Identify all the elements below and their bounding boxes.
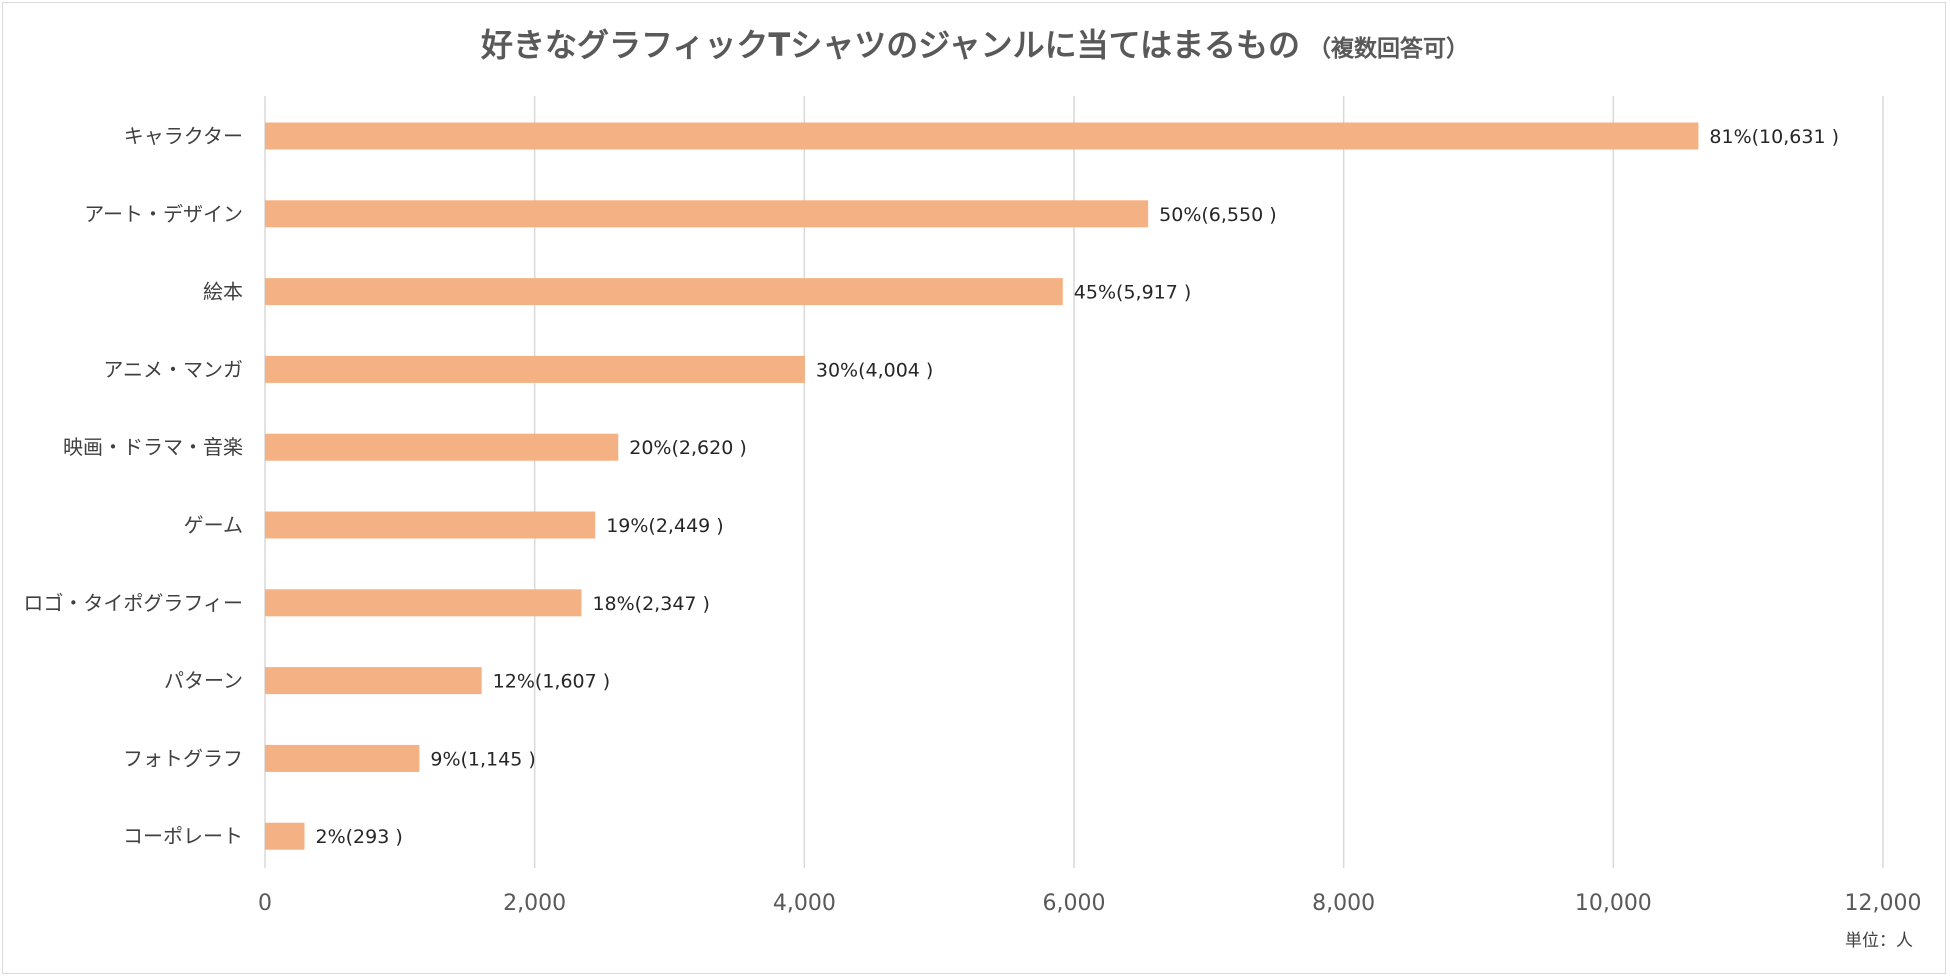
data-labels: 81%(10,631 ) 50%(6,550 ) 45%(5,917 ) 30%(4,…	[316, 126, 1839, 848]
chart-title-sub: （複数回答可）	[1308, 35, 1469, 62]
x-tick-label: 12,000	[1845, 891, 1922, 916]
category-label: ゲーム	[184, 513, 243, 537]
bar	[265, 589, 582, 617]
x-tick-label: 4,000	[773, 891, 836, 916]
category-label: アート・デザイン	[84, 202, 243, 226]
category-label: コーポレート	[123, 824, 243, 848]
category-label: 絵本	[203, 280, 243, 304]
data-label: 12%(1,607 )	[493, 671, 610, 693]
data-label: 20%(2,620 )	[629, 437, 747, 459]
bar	[265, 355, 805, 383]
x-tick-label: 2,000	[503, 891, 566, 916]
bar	[265, 278, 1063, 306]
bar	[265, 200, 1149, 228]
bar	[265, 511, 596, 539]
bar	[265, 822, 305, 850]
chart-title-main: 好きなグラフィックTシャツのジャンルに当てはまるもの	[480, 26, 1300, 64]
data-label: 9%(1,145 )	[430, 748, 535, 770]
x-tick-label: 0	[258, 891, 272, 916]
x-tick-label: 6,000	[1043, 891, 1106, 916]
x-axis-tick-labels: 0 2,000 4,000 6,000 8,000 10,000 12,000	[258, 891, 1921, 916]
bar	[265, 744, 420, 772]
bars	[265, 122, 1699, 850]
category-labels: キャラクターアート・デザイン絵本アニメ・マンガ映画・ドラマ・音楽ゲームロゴ・タイ…	[23, 124, 243, 848]
x-tick-label: 10,000	[1575, 891, 1652, 916]
data-label: 50%(6,550 )	[1159, 204, 1277, 226]
data-label: 81%(10,631 )	[1709, 126, 1839, 148]
category-label: キャラクター	[124, 124, 243, 148]
category-label: ロゴ・タイポグラフィー	[23, 591, 243, 615]
data-label: 19%(2,449 )	[606, 515, 724, 537]
data-label: 2%(293 )	[316, 826, 403, 848]
category-label: アニメ・マンガ	[103, 357, 243, 381]
bar	[265, 667, 482, 695]
unit-note: 単位：人	[1845, 931, 1913, 951]
data-label: 30%(4,004 )	[816, 359, 934, 381]
data-label: 18%(2,347 )	[592, 593, 710, 615]
category-label: フォトグラフ	[123, 746, 243, 770]
category-label: パターン	[164, 669, 243, 693]
chart-title: 好きなグラフィックTシャツのジャンルに当てはまるもの （複数回答可）	[480, 26, 1469, 64]
data-label: 45%(5,917 )	[1074, 282, 1192, 304]
bar	[265, 433, 619, 461]
bar	[265, 122, 1699, 150]
x-tick-label: 8,000	[1312, 891, 1375, 916]
category-label: 映画・ドラマ・音楽	[63, 435, 243, 459]
